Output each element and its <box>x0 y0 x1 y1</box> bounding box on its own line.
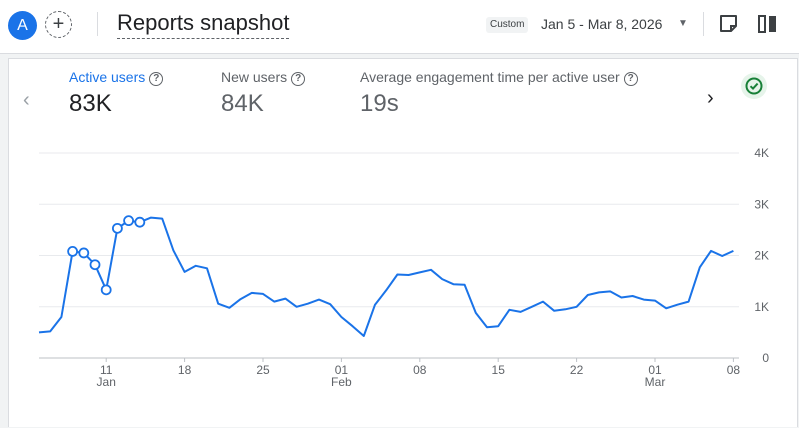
y-tick-label: 0 <box>762 351 769 365</box>
data-point <box>112 222 123 234</box>
x-tick-sublabel: Mar <box>645 375 666 389</box>
page-title: Reports snapshot <box>117 9 290 39</box>
data-point <box>123 215 134 227</box>
data-point <box>100 284 112 296</box>
metric-value: 19s <box>360 90 399 117</box>
help-icon[interactable]: ? <box>149 72 164 86</box>
metric-value: 84K <box>221 90 264 117</box>
metric-label: New users <box>221 69 288 85</box>
plus-icon: + <box>52 13 65 35</box>
metric-value: 83K <box>69 90 112 117</box>
data-point <box>89 259 101 271</box>
x-tick-label: 25 <box>256 363 270 377</box>
note-icon[interactable] <box>717 12 741 36</box>
date-range-picker[interactable]: Jan 5 - Mar 8, 2026 <box>541 16 663 32</box>
y-tick-label: 2K <box>754 249 769 263</box>
chevron-right-icon[interactable]: › <box>707 87 714 109</box>
x-tick-label: 01 <box>335 363 349 377</box>
divider <box>703 12 704 36</box>
data-point <box>134 216 146 228</box>
series-line <box>38 216 734 337</box>
compare-icon[interactable] <box>756 12 780 36</box>
x-tick-label: 08 <box>413 363 427 377</box>
x-tick-label: 08 <box>727 363 741 377</box>
top-bar: A + Reports snapshot Custom Jan 5 - Mar … <box>0 0 799 54</box>
metric-label: Average engagement time per active user <box>360 69 620 85</box>
y-tick-label: 4K <box>754 146 769 160</box>
metric-avg-engagement[interactable]: Average engagement time per active user?… <box>360 67 638 121</box>
date-range-type-chip[interactable]: Custom <box>486 17 529 33</box>
x-tick-label: 22 <box>570 363 584 377</box>
help-icon[interactable]: ? <box>623 72 638 86</box>
x-tick-sublabel: Jan <box>97 375 116 389</box>
caret-down-icon[interactable]: ▼ <box>678 18 688 29</box>
reports-card: ‹ Active users? 83K New users? 84K Avera… <box>8 58 798 427</box>
x-tick-sublabel: Feb <box>331 375 352 389</box>
account-avatar[interactable]: A <box>8 11 37 40</box>
help-icon[interactable]: ? <box>291 72 306 86</box>
avatar-letter: A <box>17 17 28 34</box>
data-point <box>67 245 78 257</box>
y-tick-label: 1K <box>754 300 769 314</box>
check-circle-icon[interactable] <box>741 73 767 99</box>
metric-active-users[interactable]: Active users? 83K <box>69 67 164 121</box>
chevron-left-icon[interactable]: ‹ <box>23 89 30 111</box>
y-tick-label: 3K <box>754 197 769 211</box>
x-tick-label: 15 <box>492 363 506 377</box>
x-tick-label: 01 <box>648 363 662 377</box>
data-point <box>78 247 90 259</box>
x-tick-label: 18 <box>178 363 192 377</box>
metric-label: Active users <box>69 69 146 85</box>
metric-new-users[interactable]: New users? 84K <box>221 67 306 121</box>
add-comparison-button[interactable]: + <box>45 11 72 38</box>
x-tick-label: 11 <box>100 363 113 377</box>
divider <box>97 12 98 36</box>
